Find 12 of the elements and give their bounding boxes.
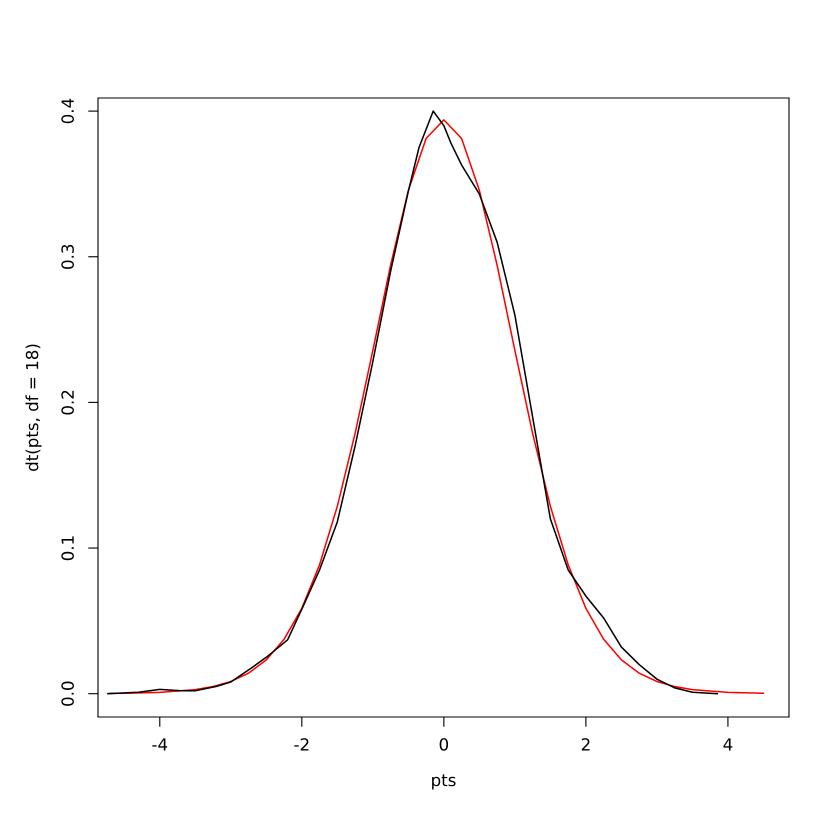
y-tick-label: 0.4 [61,98,74,124]
y-axis-title: dt(pts, df = 18) [25,344,42,471]
x-tick-label: 0 [440,738,448,751]
y-tick-label: 0.0 [61,682,74,706]
x-axis-title: pts [432,774,456,790]
x-tick-label: 2 [582,738,590,750]
y-tick-label: 0.1 [61,536,74,560]
x-tick-label: 4 [723,738,732,750]
y-tick-label: 0.2 [61,390,74,415]
y-tick-label: 0.3 [61,244,74,269]
x-tick-label: -4 [152,738,168,750]
x-tick-label: -2 [294,738,308,750]
